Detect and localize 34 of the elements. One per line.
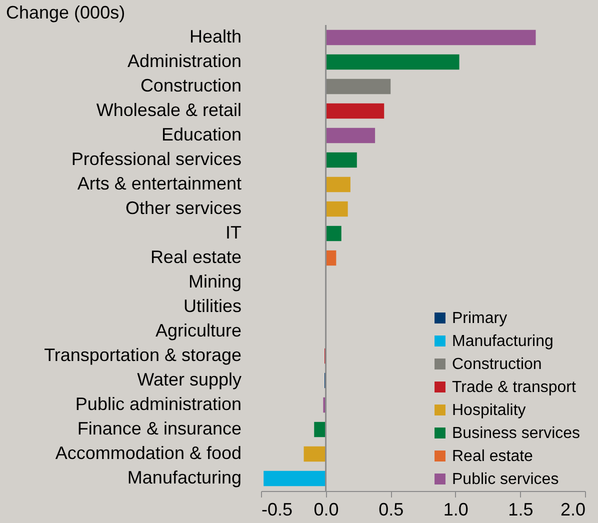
y-tick-label: Wholesale & retail — [96, 100, 242, 120]
y-tick-label: Finance & insurance — [77, 418, 242, 439]
legend-label: Construction — [452, 356, 542, 373]
legend-label: Primary — [452, 310, 508, 327]
legend-label: Public services — [452, 471, 559, 488]
y-tick-label: Mining — [188, 272, 242, 292]
legend-label: Hospitality — [452, 402, 526, 419]
x-tick-label: -0.5 — [262, 500, 293, 520]
y-tick-label: IT — [226, 222, 242, 242]
y-tick-label: Agriculture — [155, 320, 242, 340]
y-tick-label: Real estate — [150, 247, 242, 267]
y-tick-label: Administration — [127, 50, 242, 71]
y-tick-label: Construction — [140, 75, 242, 96]
y-tick-label: Manufacturing — [127, 468, 242, 488]
y-tick-label: Arts & entertainment — [77, 174, 242, 194]
x-tick-label: 0.5 — [378, 500, 404, 520]
y-tick-label: Professional services — [71, 149, 242, 169]
y-tick-label: Other services — [125, 198, 242, 218]
y-tick-label: Public administration — [75, 394, 242, 414]
y-tick-label: Transportation & storage — [44, 345, 242, 365]
legend-label: Manufacturing — [452, 333, 554, 350]
legend-label: Trade & transport — [452, 379, 576, 396]
y-tick-label: Accommodation & food — [55, 443, 242, 464]
text: Change (000s) — [6, 2, 126, 22]
x-tick-label: 1.5 — [508, 500, 534, 520]
y-tick-label: Water supply — [137, 370, 242, 390]
y-tick-label: Health — [189, 26, 242, 46]
x-tick-label: 0.0 — [314, 500, 339, 520]
y-tick-label: Education — [161, 124, 242, 144]
legend-label: Real estate — [452, 448, 534, 465]
y-tick-label: Utilities — [183, 296, 242, 316]
x-tick-label: 1.0 — [443, 500, 468, 520]
legend-label: Business services — [452, 425, 580, 442]
x-tick-label: 2.0 — [560, 500, 586, 520]
